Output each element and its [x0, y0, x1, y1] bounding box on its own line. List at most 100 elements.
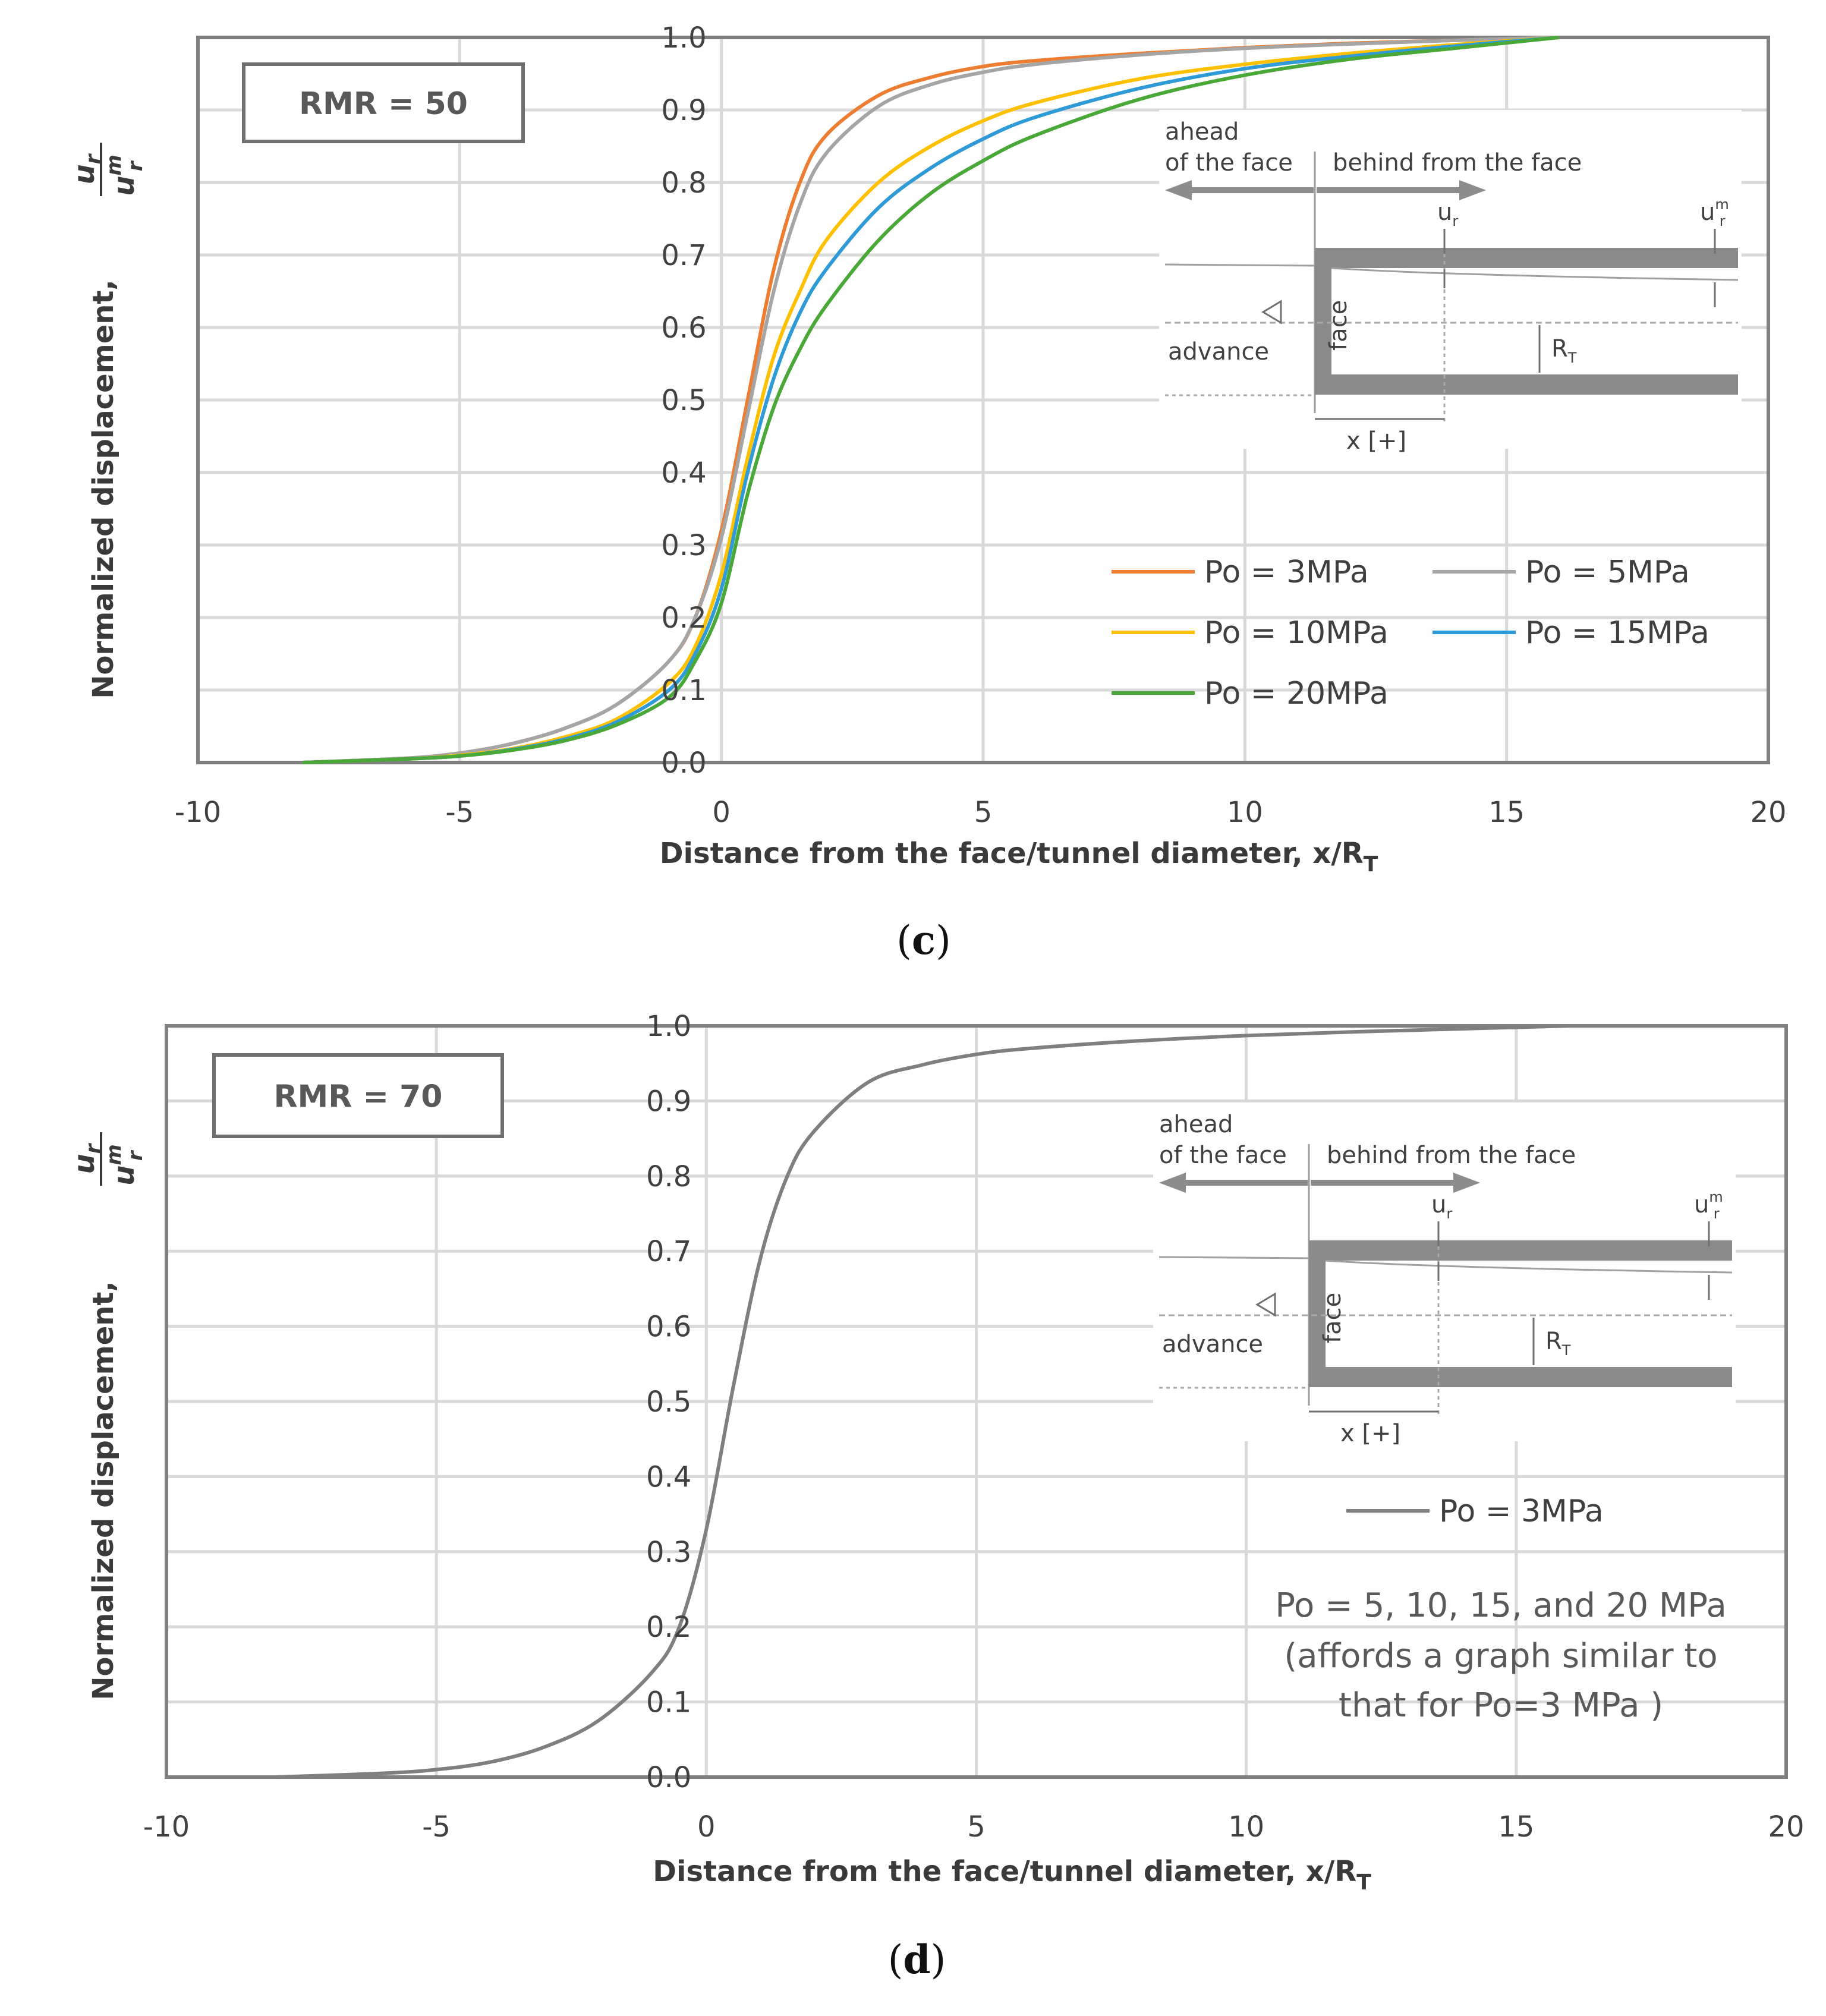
note-line: Po = 5, 10, 15, and 20 MPa: [1275, 1586, 1727, 1625]
y-fraction-num-u: u: [68, 164, 101, 184]
x-axis-symbol: x/R: [1312, 837, 1363, 870]
behind-arrow-head: [1459, 180, 1486, 200]
x-axis-symbol: x/R: [1306, 1855, 1356, 1888]
panel-label-letter: c: [912, 917, 936, 963]
note-line: (affords a graph similar to: [1284, 1637, 1717, 1675]
inset-rt-r: R: [1545, 1328, 1562, 1355]
x-tick-label: 20: [1768, 1810, 1804, 1844]
profile-behind: [1331, 267, 1739, 281]
tunnel-face-wall: [1315, 248, 1331, 395]
legend-entry: Po = 3MPa: [1346, 1494, 1604, 1529]
y-tick-label: 0.2: [646, 1611, 691, 1644]
y-tick-label: 0.2: [661, 601, 706, 635]
x-tick-label: -5: [445, 796, 474, 829]
rmr-label: RMR = 70: [274, 1079, 443, 1115]
panel-label-open: (: [896, 918, 912, 963]
legend-entry: Po = 15MPa: [1433, 615, 1709, 651]
x-axis-title-text: Distance from the face/tunnel diameter,: [660, 837, 1313, 870]
legend-label: Po = 10MPa: [1204, 615, 1389, 651]
panel-label: (d): [888, 1936, 946, 1983]
y-tick-label: 1.0: [646, 1010, 691, 1043]
inset-rt-label: RT: [1551, 335, 1577, 366]
y-fraction-num-sub: r: [81, 1142, 105, 1154]
inset-urm-u: u: [1700, 199, 1715, 226]
x-tick-label: 15: [1498, 1810, 1534, 1844]
inset-rt-sub: T: [1561, 1342, 1571, 1359]
x-tick-label: 5: [967, 1810, 986, 1844]
y-tick-label: 0.7: [646, 1235, 691, 1268]
tunnel-invert-wall: [1315, 374, 1738, 395]
y-tick-label: 0.7: [661, 239, 706, 272]
y-fraction-den-sup: m: [102, 1144, 126, 1165]
y-tick-label: 0.5: [661, 384, 706, 417]
legend-entry: Po = 3MPa: [1112, 555, 1369, 590]
x-axis-title: Distance from the face/tunnel diameter, …: [660, 837, 1378, 877]
rmr-label: RMR = 50: [299, 86, 468, 122]
inset-urm-u: u: [1694, 1191, 1709, 1218]
y-fraction-denominator: umr: [102, 155, 147, 196]
ahead-arrow-head: [1159, 1173, 1186, 1193]
y-tick-label: 0.0: [646, 1761, 691, 1794]
y-fraction-denominator: umr: [102, 1144, 147, 1186]
x-tick-label: 10: [1228, 1810, 1264, 1844]
series-line-po-3mpa: [274, 1024, 1570, 1779]
y-fraction-numerator: ur: [68, 153, 105, 184]
legend-entry: Po = 20MPa: [1112, 676, 1389, 711]
panel-label-open: (: [888, 1937, 903, 1983]
y-fraction-den-sub: r: [124, 1149, 147, 1161]
inset-ahead-label-2: of the face: [1165, 149, 1293, 177]
inset-urm-sub: r: [1714, 1205, 1720, 1222]
y-tick-label: 0.6: [661, 311, 706, 345]
y-axis-title: Normalized displacement,: [87, 1281, 120, 1700]
inset-ur-u: u: [1431, 1191, 1446, 1218]
panel-label-close: ): [931, 1937, 946, 1983]
ahead-arrow-head: [1165, 180, 1192, 200]
inset-rt-sub: T: [1567, 349, 1577, 366]
y-fraction-den-sup: m: [102, 155, 126, 175]
x-tick-label: 20: [1750, 796, 1786, 829]
advance-arrow: [1255, 1292, 1276, 1317]
legend-label: Po = 3MPa: [1204, 555, 1369, 590]
y-tick-label: 0.8: [661, 166, 706, 200]
y-tick-label: 0.1: [661, 674, 706, 707]
inset-urm-label: um r: [1700, 196, 1729, 229]
legend-label: Po = 15MPa: [1525, 615, 1709, 651]
y-tick-label: 0.9: [646, 1085, 691, 1118]
profile-behind: [1325, 1259, 1733, 1274]
rmr-label-box: [212, 1053, 504, 1138]
x-tick-label: 5: [974, 796, 993, 829]
inset-rt-r: R: [1551, 335, 1568, 363]
legend-label: Po = 20MPa: [1204, 676, 1389, 711]
plot-area-frame: [196, 36, 1770, 764]
x-tick-label: 0: [697, 1810, 716, 1844]
x-tick-label: -5: [422, 1810, 451, 1844]
y-tick-label: 0.3: [661, 529, 706, 562]
y-fraction-den-sub: r: [124, 160, 147, 171]
inset-rt-label: RT: [1545, 1328, 1571, 1359]
y-tick-label: 0.1: [646, 1686, 691, 1719]
inset-ahead-label: ahead: [1165, 118, 1239, 146]
y-tick-label: 0.6: [646, 1311, 691, 1344]
inset-behind-label: behind from the face: [1327, 1142, 1576, 1169]
inset-x-label: x [+]: [1340, 1420, 1400, 1447]
x-tick-label: 10: [1227, 796, 1263, 829]
x-axis-title: Distance from the face/tunnel diameter, …: [653, 1855, 1371, 1895]
profile-ahead: [1158, 1256, 1309, 1259]
inset-face-label: face: [1319, 1293, 1346, 1343]
y-fraction-den-u: u: [108, 176, 141, 196]
tunnel-invert-wall: [1309, 1367, 1732, 1387]
series-line-po-20mpa: [303, 36, 1560, 764]
x-axis-title-text: Distance from the face/tunnel diameter,: [653, 1855, 1306, 1888]
inset-face-label: face: [1325, 300, 1352, 351]
y-tick-label: 0.5: [646, 1385, 691, 1419]
inset-ur-label: ur: [1437, 199, 1458, 229]
y-tick-label: 0.9: [661, 94, 706, 127]
y-tick-label: 0.4: [646, 1460, 691, 1494]
rmr-label-box: [242, 62, 525, 143]
plot-area-frame: [165, 1024, 1788, 1779]
